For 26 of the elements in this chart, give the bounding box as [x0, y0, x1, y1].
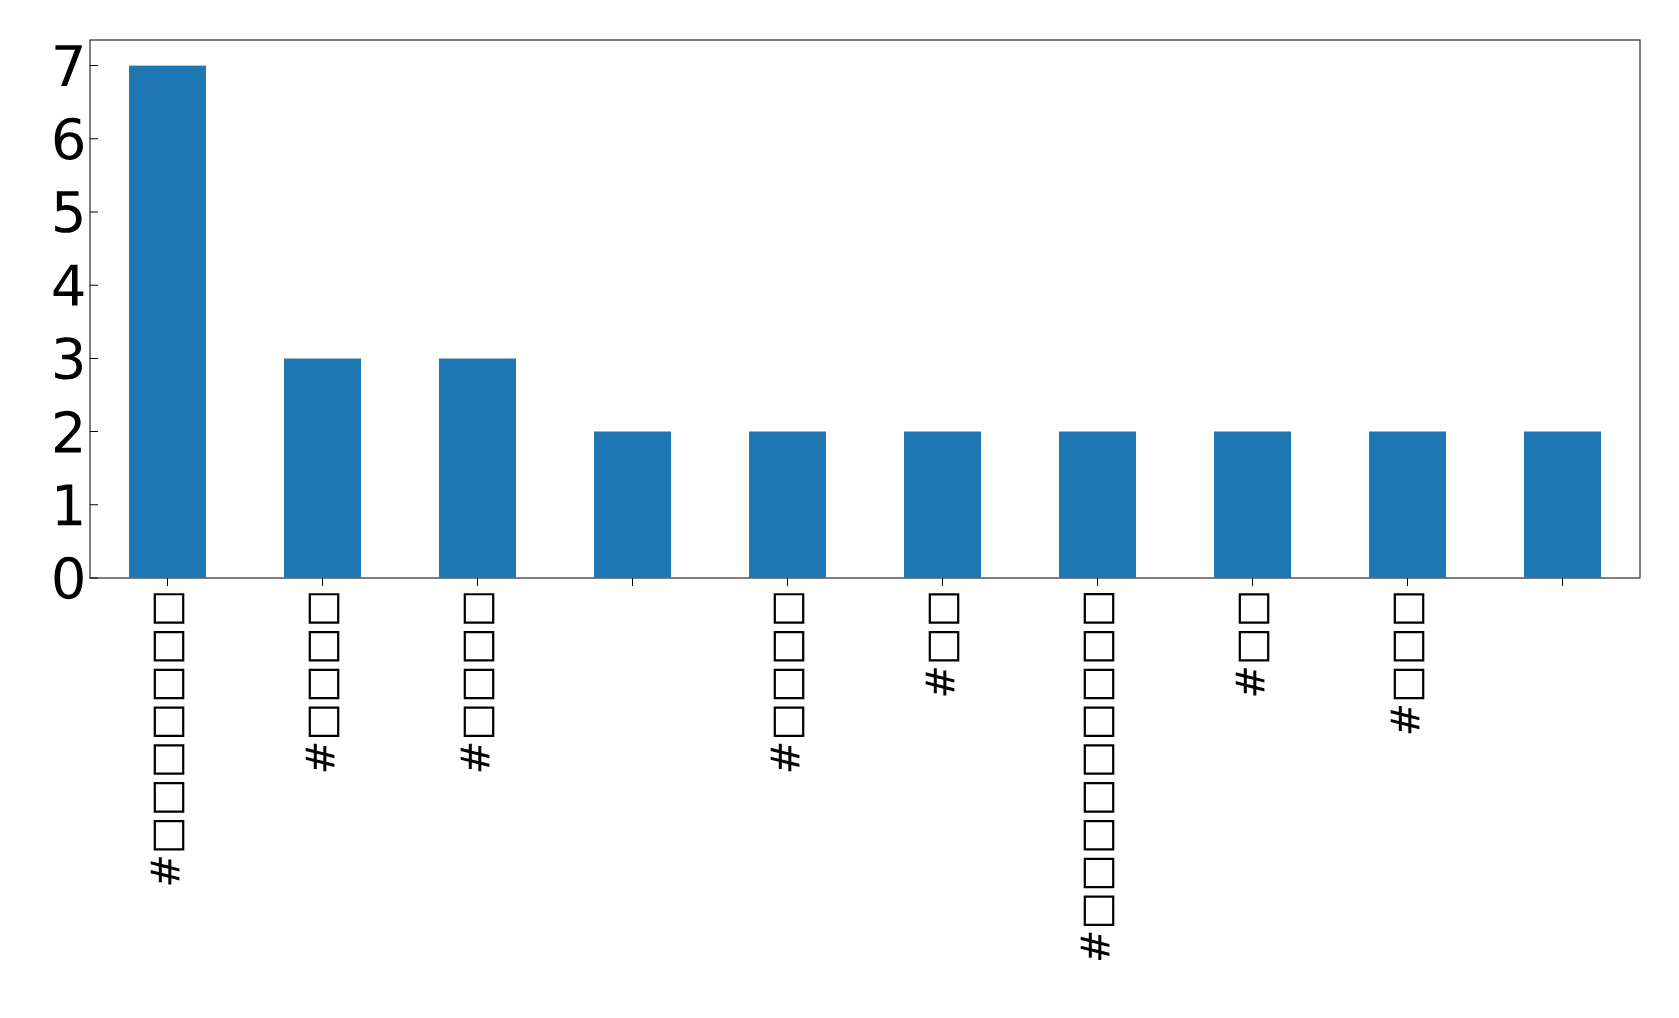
y-tick-label: 7 [55, 45, 82, 87]
x-tick-label: #□□□□□□□ [150, 593, 185, 885]
bar [439, 358, 516, 578]
y-tick-label: 2 [54, 410, 81, 453]
bar [129, 65, 206, 578]
y-tick-label: 6 [54, 117, 83, 160]
y-tick-label: 0 [54, 556, 83, 600]
x-tick-label: #□□□□ [460, 593, 495, 772]
bar [284, 358, 361, 578]
bar [1214, 431, 1291, 578]
x-tick-label: #□□□□ [770, 593, 805, 772]
bar [1524, 431, 1601, 578]
y-tick-label: 5 [55, 191, 82, 233]
bar [1059, 431, 1136, 578]
x-tick-label: #□□□ [1390, 593, 1425, 734]
bar [749, 431, 826, 578]
x-tick-label: #□□□□ [305, 593, 340, 772]
bar [904, 431, 981, 578]
y-tick-label: 4 [53, 264, 84, 306]
x-tick-label: #□□□□□□□□□ [1080, 593, 1115, 961]
x-tick-label: #□□ [1235, 593, 1270, 696]
x-tick-label: #□□ [925, 593, 960, 696]
y-tick-label: 1 [56, 484, 82, 526]
bar [1369, 431, 1446, 578]
y-tick-label: 3 [55, 337, 82, 380]
bar [594, 431, 671, 578]
